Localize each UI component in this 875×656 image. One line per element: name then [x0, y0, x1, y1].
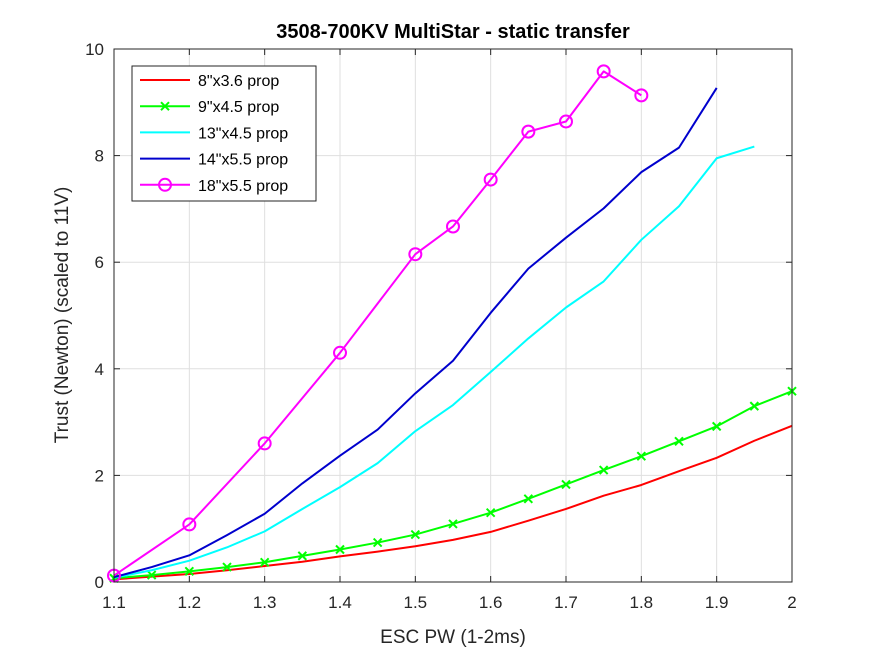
ticks	[113, 48, 793, 583]
data-point	[333, 345, 347, 360]
x-tick-label: 1.2	[178, 593, 202, 612]
legend-item: 18"x5.5 prop	[140, 177, 288, 195]
y-axis-label: Trust (Newton) (scaled to 11V)	[52, 187, 73, 444]
data-point	[408, 247, 423, 262]
y-tick-label: 0	[95, 573, 104, 592]
series-3	[113, 87, 718, 579]
data-point	[410, 529, 421, 540]
x-tick-label: 1.3	[253, 593, 277, 612]
data-point	[259, 557, 270, 567]
series-line	[113, 145, 755, 579]
data-point	[636, 451, 647, 461]
data-point	[749, 401, 760, 411]
data-point	[335, 544, 345, 555]
x-tick-label: 1.1	[102, 593, 126, 612]
data-point	[446, 219, 460, 234]
series-layer	[107, 64, 797, 583]
legend-item: 8"x3.6 prop	[140, 73, 279, 90]
data-point	[184, 566, 195, 577]
data-point	[561, 479, 571, 490]
data-point	[372, 537, 383, 548]
legend-marker	[158, 177, 172, 192]
x-tick-label: 1.4	[328, 593, 352, 612]
axes-box	[113, 48, 793, 583]
chart-title: 3508-700KV MultiStar - static transfer	[276, 21, 630, 43]
data-point	[257, 436, 272, 451]
legend-label: 18"x5.5 prop	[198, 178, 288, 195]
series-2	[113, 145, 755, 579]
data-point	[596, 64, 611, 79]
series-0	[113, 424, 793, 581]
data-point	[222, 562, 232, 572]
x-tick-label: 1.6	[479, 593, 503, 612]
data-point	[448, 519, 458, 529]
data-point	[559, 114, 573, 129]
data-point	[483, 172, 498, 187]
legend-item: 9"x4.5 prop	[140, 99, 279, 116]
y-tick-label: 2	[95, 466, 104, 485]
legend: 8"x3.6 prop 9"x4.5 prop 13"x4.5 prop 14"x5.…	[131, 65, 317, 202]
data-point	[146, 570, 157, 580]
data-point	[182, 517, 197, 532]
legend-label: 8"x3.6 prop	[198, 73, 279, 90]
data-point	[711, 421, 722, 432]
x-tick-label: 1.5	[404, 593, 428, 612]
data-point	[521, 124, 536, 139]
data-point	[674, 436, 684, 446]
x-tick-label: 2	[787, 593, 796, 612]
series-line	[113, 424, 793, 581]
data-point	[598, 465, 609, 475]
data-point	[523, 494, 534, 504]
x-tick-label: 1.7	[554, 593, 578, 612]
series-4	[107, 64, 649, 583]
series-line	[113, 87, 718, 579]
data-point	[634, 88, 649, 103]
legend-label: 9"x4.5 prop	[198, 99, 279, 116]
y-tick-label: 4	[95, 360, 104, 379]
data-point	[297, 551, 308, 561]
legend-marker	[160, 101, 170, 111]
tick-labels: 1.1 1.2 1.3 1.4 1.5 1.6 1.7 1.8 1.9 2 0 2 4 6 8 10	[85, 40, 797, 612]
x-tick-label: 1.8	[630, 593, 654, 612]
legend-label: 13"x4.5 prop	[198, 125, 288, 142]
legend-label: 14"x5.5 prop	[198, 152, 288, 169]
y-tick-label: 10	[85, 40, 104, 59]
data-point	[485, 508, 496, 518]
x-axis-label: ESC PW (1-2ms)	[380, 627, 526, 648]
y-tick-label: 8	[95, 147, 104, 166]
y-tick-label: 6	[95, 253, 104, 272]
legend-item: 13"x4.5 prop	[140, 125, 288, 142]
x-tick-label: 1.9	[705, 593, 729, 612]
series-line	[113, 70, 642, 577]
legend-item: 14"x5.5 prop	[140, 152, 288, 169]
